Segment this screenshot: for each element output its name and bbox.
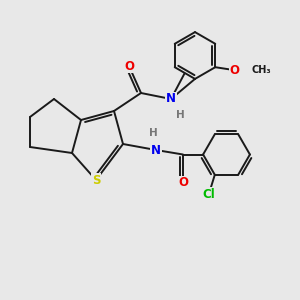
Text: O: O bbox=[230, 64, 240, 77]
Text: H: H bbox=[148, 128, 158, 139]
Text: H: H bbox=[176, 110, 184, 121]
Text: O: O bbox=[124, 59, 134, 73]
Text: CH₃: CH₃ bbox=[251, 65, 271, 75]
Text: O: O bbox=[178, 176, 188, 190]
Text: N: N bbox=[166, 92, 176, 106]
Text: S: S bbox=[92, 173, 100, 187]
Text: N: N bbox=[151, 143, 161, 157]
Text: Cl: Cl bbox=[202, 188, 215, 201]
